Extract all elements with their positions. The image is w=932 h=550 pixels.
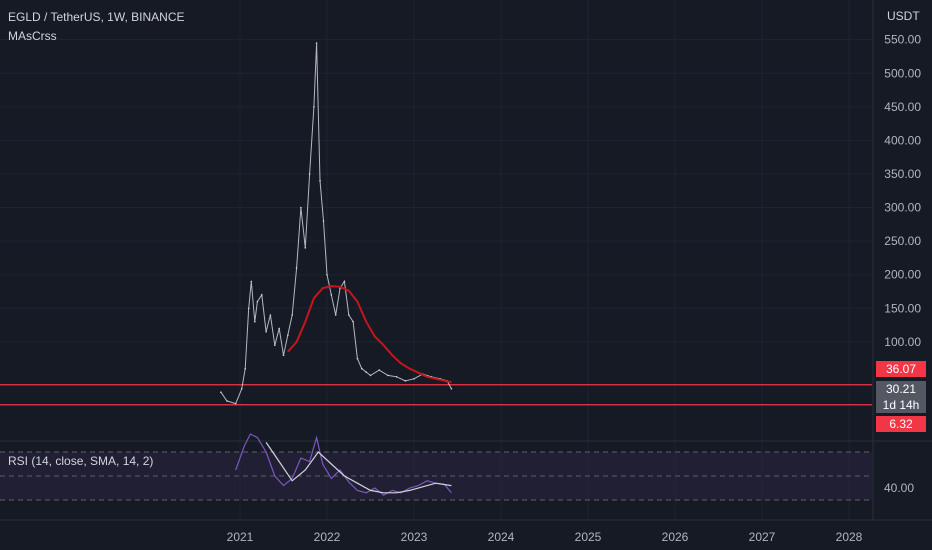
price-point xyxy=(265,330,267,333)
y-tick-label: 250.00 xyxy=(884,234,921,248)
price-point xyxy=(282,354,285,357)
symbol-title[interactable]: EGLD / TetherUS, 1W, BINANCE xyxy=(8,10,185,24)
price-point xyxy=(352,320,354,323)
price-point xyxy=(450,387,453,390)
rsi-ma-line xyxy=(265,442,452,494)
y-tick-label: 100.00 xyxy=(884,335,921,349)
price-point xyxy=(326,273,328,276)
price-unit: USDT xyxy=(887,9,920,23)
price-point xyxy=(356,357,359,360)
price-point xyxy=(244,367,247,370)
grid xyxy=(0,0,932,521)
price-point xyxy=(378,369,381,371)
price-point xyxy=(343,280,346,283)
x-tick-label: 2027 xyxy=(749,530,776,544)
x-tick-label: 2026 xyxy=(662,530,689,544)
price-point xyxy=(404,379,407,382)
price-point xyxy=(295,267,298,269)
price-point xyxy=(369,374,372,377)
last-price-tag: 30.21 xyxy=(876,381,926,397)
price-point xyxy=(347,314,350,316)
price-point xyxy=(365,371,367,373)
price-point xyxy=(315,42,318,44)
series-layer xyxy=(220,42,453,496)
price-point xyxy=(253,320,256,323)
rsi-label[interactable]: RSI (14, close, SMA, 14, 2) xyxy=(8,454,154,468)
price-point xyxy=(269,314,272,316)
x-tick-label: 2024 xyxy=(488,530,515,544)
price-point xyxy=(313,106,315,108)
price-point xyxy=(387,374,389,377)
price-point xyxy=(260,294,263,296)
price-point xyxy=(287,334,289,336)
x-tick-label: 2021 xyxy=(227,530,254,544)
price-point xyxy=(308,173,311,175)
price-point xyxy=(330,294,333,296)
horizontal-levels xyxy=(0,384,872,406)
y-tick-label: 200.00 xyxy=(884,268,921,282)
price-point xyxy=(361,367,363,370)
y-tick-label: 550.00 xyxy=(884,33,921,47)
price-point xyxy=(250,280,253,283)
x-tick-label: 2028 xyxy=(836,530,863,544)
level-high-tag: 36.07 xyxy=(876,361,926,377)
level-low-tag: 6.32 xyxy=(876,416,926,432)
price-point xyxy=(234,402,237,405)
y-tick-label: 500.00 xyxy=(884,66,921,80)
price-point xyxy=(226,400,228,402)
price-point xyxy=(319,179,321,182)
moving-average-line xyxy=(287,285,452,384)
price-point xyxy=(256,300,259,303)
indicator-label[interactable]: MAsCrss xyxy=(8,29,57,43)
price-point xyxy=(240,388,243,390)
y-tick-label: 300.00 xyxy=(884,201,921,215)
price-axis[interactable]: 550.00 500.00 450.00 400.00 350.00 300.00 250.… xyxy=(884,33,921,495)
y-tick-label: 350.00 xyxy=(884,167,921,181)
y-tick-label: 400.00 xyxy=(884,133,921,147)
y-tick-label: 450.00 xyxy=(884,100,921,114)
rsi-bands xyxy=(0,451,872,501)
price-point xyxy=(304,247,307,249)
x-tick-label: 2025 xyxy=(575,530,602,544)
price-point xyxy=(413,377,415,380)
price-point xyxy=(278,327,280,330)
price-point xyxy=(395,375,398,378)
time-axis[interactable]: 2021 2022 2023 2024 2025 2026 2027 2028 xyxy=(227,530,863,544)
price-point xyxy=(220,391,222,394)
price-point xyxy=(274,344,276,347)
price-point xyxy=(300,206,302,209)
x-tick-label: 2022 xyxy=(314,530,341,544)
countdown-tag: 1d 14h xyxy=(876,397,926,413)
rsi-line xyxy=(235,433,452,496)
rsi-tick-label: 40.00 xyxy=(884,481,914,495)
price-point xyxy=(247,307,250,310)
x-tick-label: 2023 xyxy=(401,530,428,544)
price-point xyxy=(291,314,294,316)
price-series-line xyxy=(220,42,452,405)
price-point xyxy=(334,314,337,316)
y-tick-label: 150.00 xyxy=(884,301,921,315)
price-point xyxy=(322,220,325,222)
